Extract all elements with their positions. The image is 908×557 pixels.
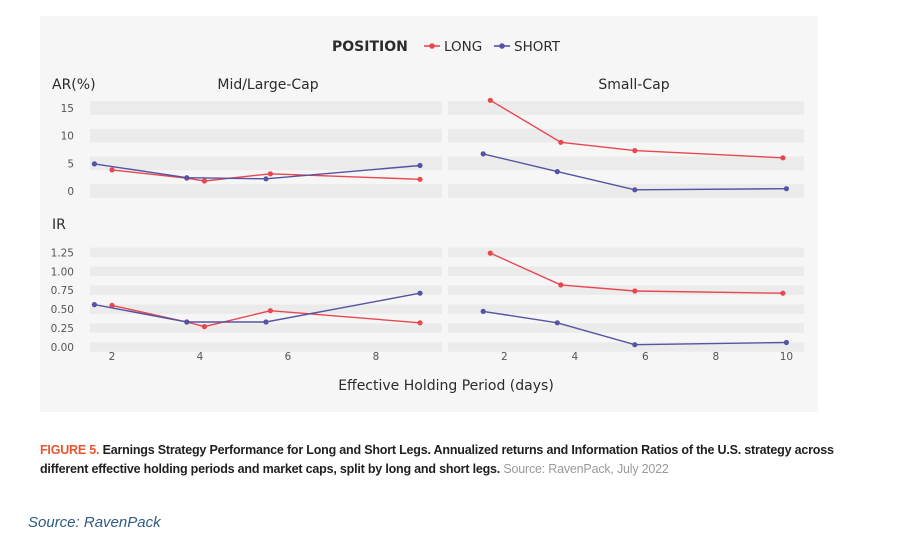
grid-band bbox=[90, 342, 442, 352]
x-tick-label: 10 bbox=[780, 351, 793, 363]
data-point-long bbox=[201, 178, 207, 184]
data-point-long bbox=[487, 250, 493, 256]
data-point-long bbox=[109, 302, 115, 308]
series-line-long bbox=[489, 99, 783, 159]
data-point-long bbox=[487, 97, 493, 103]
grid-band bbox=[90, 285, 442, 295]
y-tick-label: 0.00 bbox=[51, 342, 74, 354]
x-tick-label: 2 bbox=[501, 351, 508, 363]
data-point-short bbox=[480, 308, 486, 314]
panel-title: Small-Cap bbox=[598, 77, 669, 93]
y-tick-label: 0 bbox=[67, 186, 74, 198]
footer-source: Source: RavenPack bbox=[28, 514, 161, 531]
grid-band bbox=[448, 342, 804, 352]
caption-text: Earnings Strategy Performance for Long a… bbox=[40, 443, 834, 476]
grid-band bbox=[90, 266, 442, 277]
data-point-short bbox=[184, 319, 190, 325]
y-tick-label: 0.50 bbox=[51, 304, 74, 316]
caption-source: Source: RavenPack, July 2022 bbox=[500, 462, 669, 476]
grid-band bbox=[90, 184, 442, 198]
figure-label: FIGURE 5. bbox=[40, 443, 100, 457]
x-tick-label: 6 bbox=[642, 351, 649, 363]
figure-caption: FIGURE 5. Earnings Strategy Performance … bbox=[40, 441, 840, 479]
data-point-short bbox=[554, 169, 560, 175]
data-point-short bbox=[632, 342, 638, 348]
x-tick-label: 4 bbox=[197, 351, 204, 363]
data-point-long bbox=[632, 148, 638, 154]
data-point-short bbox=[480, 151, 486, 157]
legend-title: POSITION bbox=[332, 39, 408, 55]
data-point-long bbox=[417, 320, 423, 326]
y-tick-label: 0.75 bbox=[51, 285, 74, 297]
data-point-short bbox=[783, 186, 790, 192]
data-point-short bbox=[417, 290, 423, 296]
data-point-short bbox=[554, 320, 560, 326]
series-line-long bbox=[490, 252, 783, 294]
y-tick-label: 0.25 bbox=[51, 323, 74, 335]
data-point-short bbox=[91, 302, 97, 308]
data-point-long bbox=[780, 155, 786, 161]
panel-title: Mid/Large-Cap bbox=[217, 77, 318, 93]
grid-band bbox=[448, 247, 804, 258]
data-point-long bbox=[267, 171, 273, 177]
data-point-short bbox=[417, 162, 423, 169]
grid-band bbox=[90, 156, 442, 171]
data-point-long bbox=[558, 139, 564, 145]
data-point-long bbox=[632, 288, 638, 294]
data-point-long bbox=[109, 167, 115, 173]
legend-label: LONG bbox=[444, 39, 482, 55]
data-point-short bbox=[184, 175, 190, 181]
series-line-short bbox=[483, 310, 787, 346]
grid-band bbox=[448, 101, 804, 115]
data-point-long bbox=[558, 282, 564, 288]
data-point-long bbox=[417, 176, 423, 182]
data-point-long bbox=[201, 324, 207, 330]
data-point-short bbox=[263, 176, 269, 182]
grid-band bbox=[448, 323, 804, 333]
grid-band bbox=[448, 128, 804, 143]
chart-svg: POSITION LONG SHORT Mid/Large-Cap Small-Cap A… bbox=[51, 39, 804, 394]
y-tick-label: 1.00 bbox=[51, 266, 74, 278]
series-line-short bbox=[94, 163, 421, 180]
series-line-short bbox=[94, 292, 421, 323]
data-point-short bbox=[91, 161, 97, 167]
y-tick-label: 5 bbox=[67, 158, 74, 170]
series-line-short bbox=[483, 153, 787, 191]
legend-swatch-dot bbox=[499, 43, 505, 49]
y-tick-label: 1.25 bbox=[51, 247, 74, 259]
data-point-short bbox=[783, 339, 790, 346]
grid-band bbox=[90, 304, 442, 314]
legend-label: SHORT bbox=[514, 39, 561, 55]
x-tick-label: 2 bbox=[109, 351, 116, 363]
y-tick-label: 15 bbox=[61, 103, 74, 115]
chart-panel: POSITION LONG SHORT Mid/Large-Cap Small-Cap A… bbox=[40, 16, 818, 412]
grid-band bbox=[90, 247, 442, 258]
x-tick-label: 4 bbox=[572, 351, 579, 363]
grid-band bbox=[90, 101, 442, 115]
x-tick-label: 8 bbox=[713, 351, 720, 363]
data-point-short bbox=[632, 187, 638, 193]
x-axis-label: Effective Holding Period (days) bbox=[338, 378, 554, 394]
y-axis-label: IR bbox=[52, 217, 66, 233]
y-axis-label: AR(%) bbox=[52, 77, 96, 93]
x-tick-label: 8 bbox=[373, 351, 380, 363]
grid-band bbox=[448, 184, 804, 198]
grid-band bbox=[90, 128, 442, 143]
data-point-long bbox=[267, 308, 273, 314]
grid-band bbox=[448, 266, 804, 277]
data-point-long bbox=[780, 290, 786, 296]
grid-band bbox=[448, 304, 804, 314]
grid-band bbox=[90, 323, 442, 333]
y-tick-label: 10 bbox=[61, 131, 74, 143]
data-point-short bbox=[263, 319, 269, 325]
legend-swatch-dot bbox=[429, 43, 435, 49]
x-tick-label: 6 bbox=[285, 351, 292, 363]
